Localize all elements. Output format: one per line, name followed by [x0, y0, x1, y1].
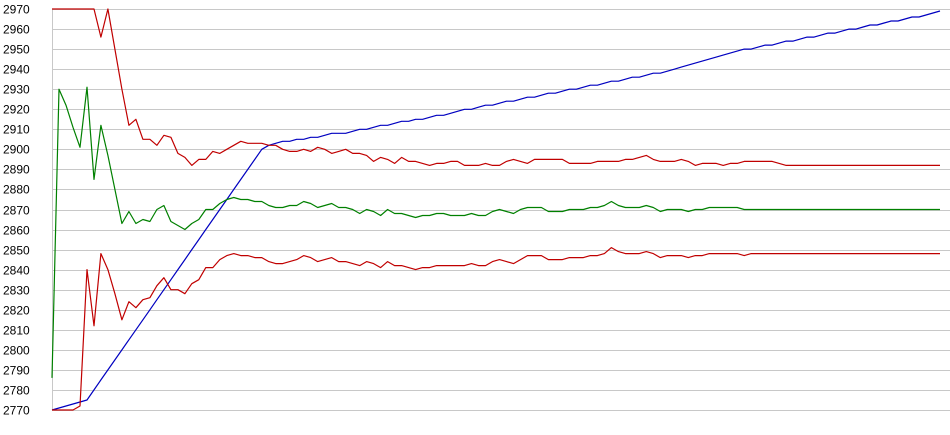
grid-layer — [52, 9, 950, 411]
y-tick-label: 2770 — [3, 404, 30, 418]
series-layer — [51, 8, 941, 411]
y-tick-label: 2850 — [3, 244, 30, 258]
y-tick-label: 2800 — [3, 344, 30, 358]
y-tick-label: 2870 — [3, 204, 30, 218]
y-tick-label: 2900 — [3, 143, 30, 157]
y-tick-label: 2910 — [3, 123, 30, 137]
y-tick-label: 2920 — [3, 103, 30, 117]
series-line-4 — [52, 247, 940, 411]
series-line-1 — [51, 10, 941, 411]
y-tick-label: 2860 — [3, 224, 30, 238]
y-tick-label: 2830 — [3, 284, 30, 298]
series-line-2 — [52, 8, 940, 166]
series-line-3 — [51, 86, 940, 378]
y-tick-label: 2960 — [3, 23, 30, 37]
y-tick-labels: 2770 2780 2790 2800 2810 2820 2830 2840 2850 2860… — [3, 3, 30, 418]
y-tick-label: 2950 — [3, 43, 30, 57]
y-tick-label: 2880 — [3, 183, 30, 197]
y-tick-label: 2890 — [3, 163, 30, 177]
y-tick-label: 2790 — [3, 364, 30, 378]
y-tick-label: 2810 — [3, 324, 30, 338]
y-tick-label: 2840 — [3, 264, 30, 278]
y-tick-label: 2970 — [3, 3, 30, 17]
y-tick-label: 2930 — [3, 83, 30, 97]
y-tick-label: 2780 — [3, 384, 30, 398]
y-tick-label: 2940 — [3, 63, 30, 77]
y-tick-label: 2820 — [3, 304, 30, 318]
